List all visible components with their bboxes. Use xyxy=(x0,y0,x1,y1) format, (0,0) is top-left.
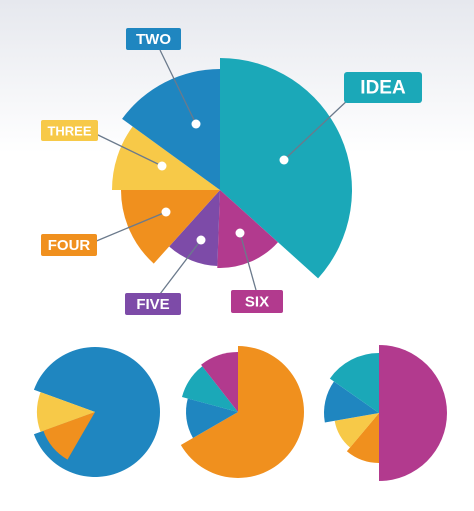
leader-line xyxy=(159,239,202,295)
dot xyxy=(161,207,171,217)
callout-three: THREE xyxy=(41,120,98,141)
label-box xyxy=(231,290,283,313)
pie-wedge xyxy=(112,126,220,190)
dot xyxy=(157,161,167,171)
label: FIVE xyxy=(136,296,169,313)
pie-wedge xyxy=(329,353,379,413)
label: THREE xyxy=(47,124,91,139)
leader-line xyxy=(239,232,257,291)
pie-wedge xyxy=(379,345,447,481)
pie-wedge xyxy=(37,392,95,432)
pie-wedge xyxy=(346,413,379,463)
callout-two: TWO xyxy=(126,28,181,50)
leader-line xyxy=(93,211,167,243)
dot xyxy=(196,235,206,245)
callout-five: FIVE xyxy=(125,293,181,315)
callout-six: SIX xyxy=(231,290,283,313)
label-box xyxy=(344,72,422,103)
leader-lines xyxy=(93,49,351,295)
leader-line xyxy=(283,97,351,161)
pie-wedge xyxy=(169,190,220,266)
pie-wedge xyxy=(334,413,379,448)
label: FOUR xyxy=(48,237,91,254)
leader-line xyxy=(95,133,163,167)
label: IDEA xyxy=(360,78,406,99)
pie-wedge xyxy=(180,346,304,478)
pie-wedge xyxy=(220,58,352,279)
label-box xyxy=(125,293,181,315)
pie-wedge xyxy=(122,69,220,190)
callout-four: FOUR xyxy=(41,234,97,256)
dot xyxy=(191,119,201,129)
label: SIX xyxy=(245,294,269,311)
label-box xyxy=(41,120,98,141)
pie-wedge xyxy=(181,366,238,412)
callout-idea: IDEA xyxy=(344,72,422,103)
dot xyxy=(279,155,289,165)
pie-wedge xyxy=(324,381,379,423)
label: TWO xyxy=(136,31,171,48)
pie-wedge xyxy=(121,190,220,264)
pie-wedge xyxy=(201,352,238,412)
label-box xyxy=(41,234,97,256)
pie-wedge xyxy=(43,412,95,460)
pie-graphics xyxy=(33,58,447,481)
dot xyxy=(235,228,245,238)
label-box xyxy=(126,28,181,50)
dots xyxy=(157,119,289,245)
pie-wedge xyxy=(185,398,238,438)
leader-line xyxy=(159,49,197,125)
pie-wedge xyxy=(217,190,278,268)
